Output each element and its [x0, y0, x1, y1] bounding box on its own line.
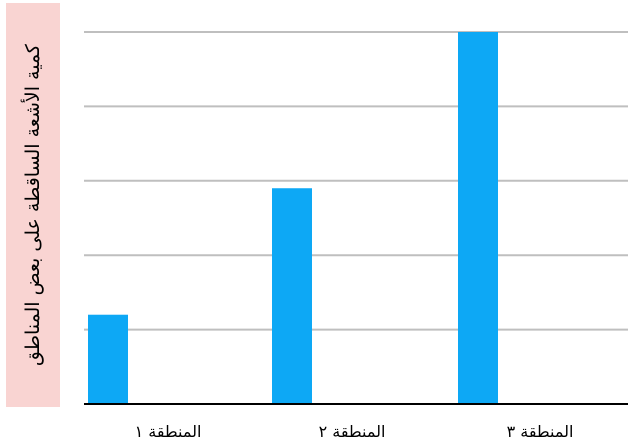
category-label-1: المنطقة ١	[135, 422, 202, 441]
bars	[88, 32, 498, 404]
bar-2	[272, 188, 312, 404]
category-label-2: المنطقة ٢	[319, 422, 386, 441]
category-label-3: المنطقة ٣	[507, 422, 574, 441]
y-axis-label-box: كمية الأشعة الساقطة على بعض المناطق	[6, 3, 60, 407]
gridlines	[84, 31, 628, 331]
category-labels: المنطقة ١ المنطقة ٢ المنطقة ٣	[135, 422, 574, 441]
bar-1	[88, 314, 128, 404]
bar-3	[458, 32, 498, 404]
